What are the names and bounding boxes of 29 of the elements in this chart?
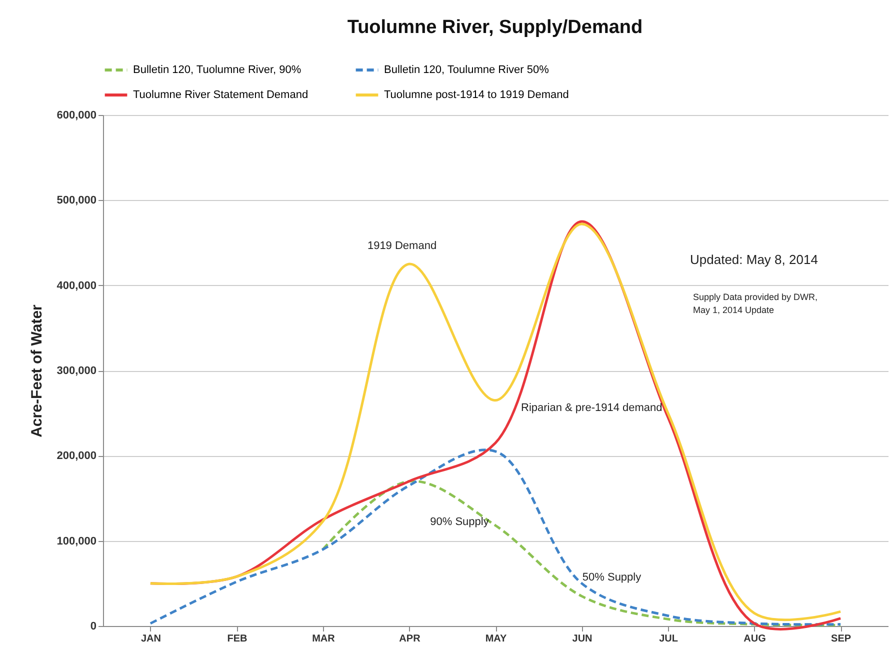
y-tick-label: 400,000 (56, 280, 96, 292)
x-tick-label: JUL (659, 634, 678, 644)
chart-title: Tuolumne River, Supply/Demand (347, 17, 643, 38)
x-tick-label: JUN (572, 634, 592, 644)
y-tick-label: 600,000 (56, 110, 96, 122)
annotation: Supply Data provided by DWR, May 1, 2014 Update (693, 292, 818, 315)
x-tick-label: SEP (831, 634, 852, 644)
y-tick-label: 100,000 (56, 535, 96, 548)
y-axis-title: Acre-Feet of Water (28, 304, 46, 438)
annotation: Riparian & pre-1914 demand (521, 402, 662, 414)
annotation: Updated: May 8, 2014 (690, 252, 818, 267)
legend-label: Bulletin 120, Tuolumne River, 90% (133, 64, 302, 76)
x-tick-label: APR (399, 634, 422, 644)
legend-label: Tuolumne post-1914 to 1919 Demand (384, 89, 569, 101)
y-tick-label: 500,000 (56, 194, 96, 207)
x-tick-label: MAR (312, 634, 336, 644)
annotation: 90% Supply (430, 516, 490, 528)
annotation: 50% Supply (582, 571, 642, 584)
legend-label: Tuolumne River Statement Demand (133, 89, 308, 101)
x-tick-label: AUG (744, 634, 766, 644)
y-tick-label: 200,000 (56, 450, 96, 462)
y-tick-label: 300,000 (56, 365, 96, 377)
annotation: 1919 Demand (367, 240, 437, 252)
line-series (322, 480, 842, 626)
x-tick-label: MAY (485, 634, 507, 644)
y-tick-label: 0 (90, 620, 96, 632)
legend-label: Bulletin 120, Toulumne River 50% (384, 64, 550, 76)
x-tick-label: FEB (227, 634, 248, 644)
x-tick-label: JAN (140, 634, 161, 644)
